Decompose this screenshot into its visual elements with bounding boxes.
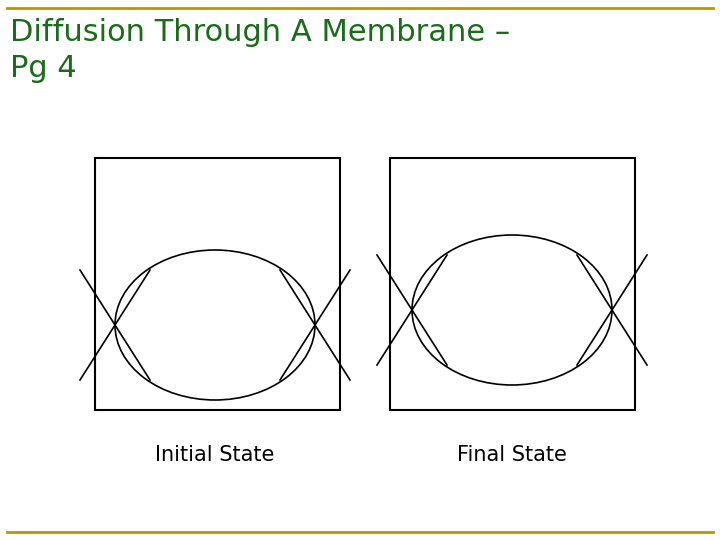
Text: Diffusion Through A Membrane –
Pg 4: Diffusion Through A Membrane – Pg 4 bbox=[10, 18, 510, 83]
Bar bbox=[390, 158, 635, 410]
Text: Initial State: Initial State bbox=[156, 445, 275, 465]
Bar bbox=[95, 158, 340, 410]
Text: Final State: Final State bbox=[457, 445, 567, 465]
